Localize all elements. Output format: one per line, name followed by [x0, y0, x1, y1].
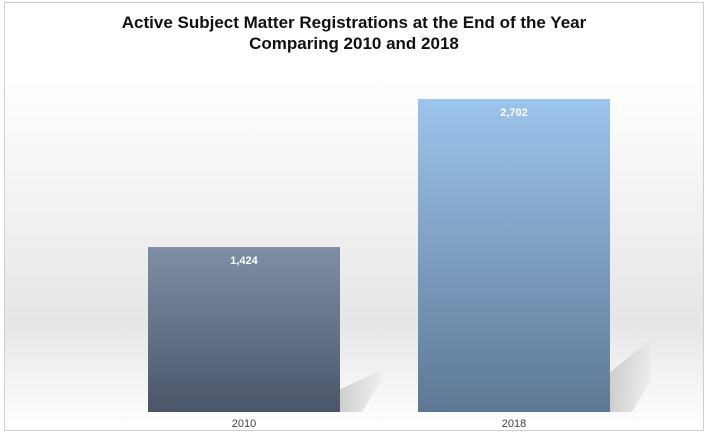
- data-label-2010: 1,424: [230, 255, 258, 267]
- bar-shadow-2010: [340, 370, 380, 412]
- bar-2010: [148, 247, 340, 412]
- chart-title: Active Subject Matter Registrations at t…: [0, 12, 708, 54]
- x-tick-label-2010: 2010: [232, 418, 256, 430]
- x-tick-label-2018: 2018: [502, 418, 526, 430]
- data-label-2018: 2,702: [500, 107, 528, 119]
- bar-2018: [418, 99, 610, 412]
- chart-subtitle: Comparing 2010 and 2018: [249, 34, 459, 53]
- chart-title-line1: Active Subject Matter Registrations at t…: [121, 13, 587, 32]
- bar-shadow-2018: [610, 340, 650, 412]
